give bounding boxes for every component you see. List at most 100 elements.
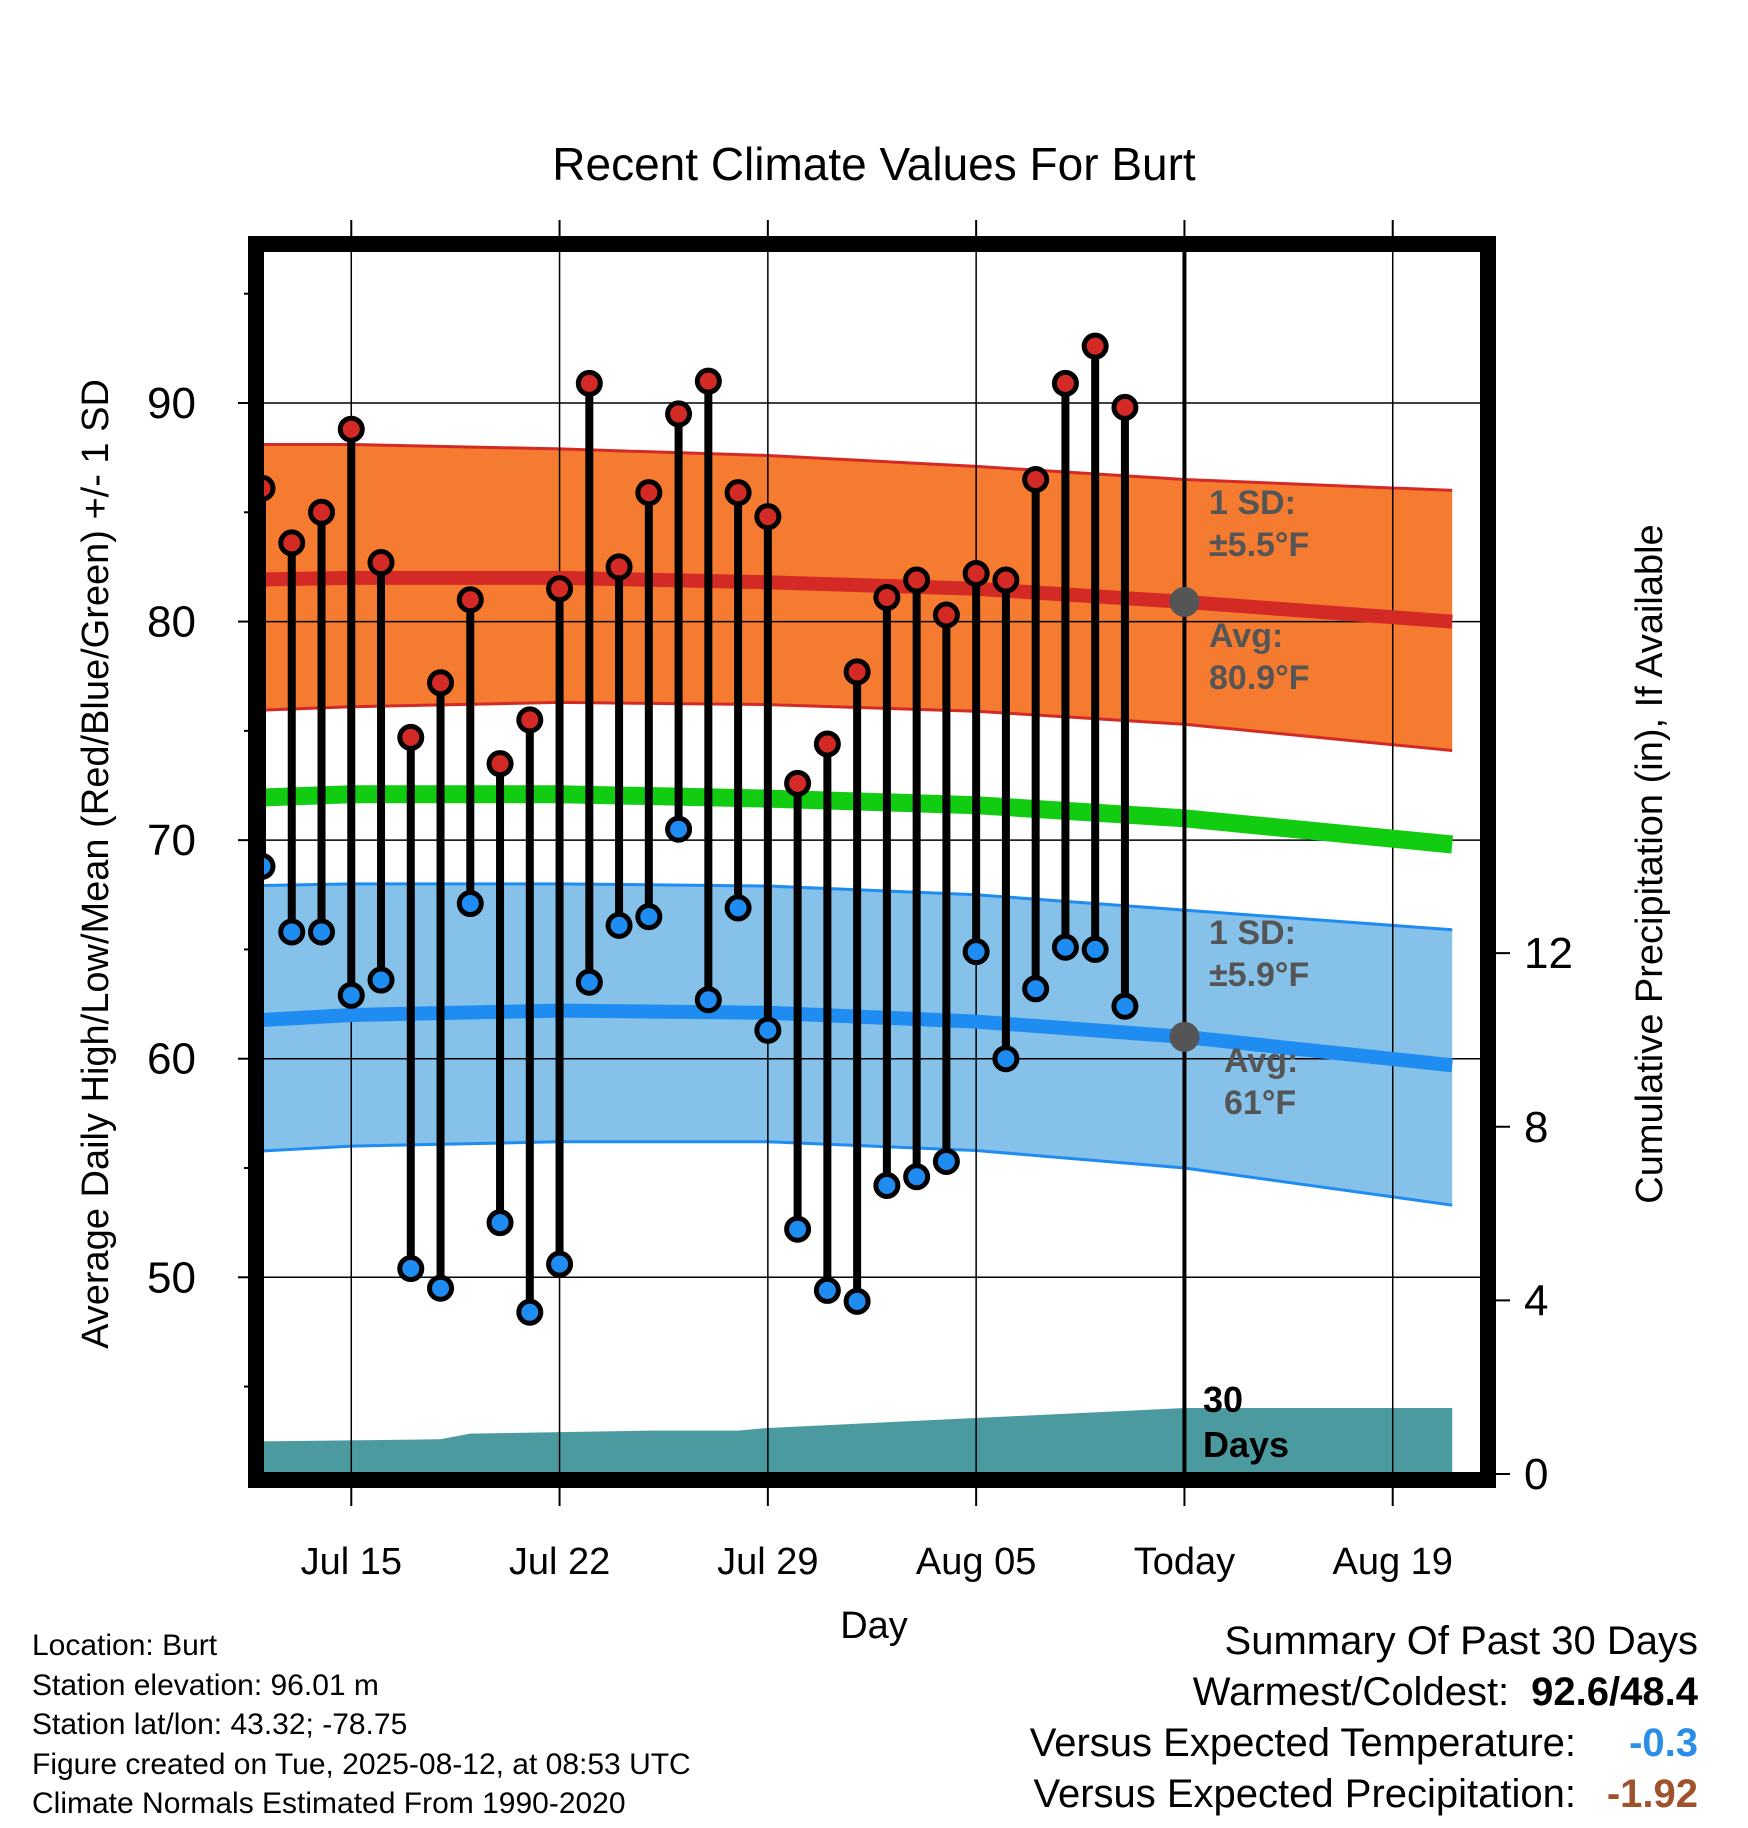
daily-high-point bbox=[1111, 393, 1139, 421]
daily-low-point bbox=[635, 903, 663, 931]
high-avg-label: Avg: bbox=[1209, 617, 1283, 655]
high-sd-label: 1 SD: bbox=[1209, 484, 1296, 522]
daily-low-point bbox=[932, 1147, 960, 1175]
daily-low-point bbox=[665, 815, 693, 843]
temp-label: Versus Expected Temperature: bbox=[1029, 1721, 1576, 1765]
warm-cold-value: 92.6/48.4 bbox=[1531, 1670, 1698, 1714]
daily-high-point bbox=[635, 479, 663, 507]
daily-high-point bbox=[962, 559, 990, 587]
daily-low-point bbox=[367, 966, 395, 994]
daily-low-point bbox=[694, 986, 722, 1014]
summary-precip: Versus Expected Precipitation: -1.92 bbox=[1030, 1769, 1698, 1820]
daily-low-point bbox=[1111, 992, 1139, 1020]
y2-tick-label: 0 bbox=[1524, 1450, 1548, 1499]
daily-high-point bbox=[367, 549, 395, 577]
daily-low-point bbox=[262, 852, 276, 880]
summary-panel: Summary Of Past 30 Days Warmest/Coldest:… bbox=[1030, 1616, 1698, 1820]
days-count-label: 30 bbox=[1203, 1379, 1243, 1420]
daily-high-point bbox=[397, 723, 425, 751]
daily-high-point bbox=[308, 498, 336, 526]
daily-high-point bbox=[278, 529, 306, 557]
daily-low-point bbox=[456, 890, 484, 918]
daily-high-point bbox=[843, 658, 871, 686]
daily-low-point bbox=[784, 1215, 812, 1243]
daily-low-point bbox=[754, 1016, 782, 1044]
y-tick-label: 80 bbox=[147, 598, 196, 647]
axes: 50 60 70 80 90 0 4 8 12 Jul 15 Jul 22 Jul 29 Aug 05 T… bbox=[147, 220, 1573, 1583]
daily-low-point bbox=[962, 938, 990, 966]
y2-tick-label: 8 bbox=[1524, 1103, 1548, 1152]
daily-high-point bbox=[665, 400, 693, 428]
daily-high-point bbox=[1022, 466, 1050, 493]
daily-high-point bbox=[903, 566, 931, 594]
daily-low-point bbox=[278, 918, 306, 946]
today-low-avg-marker bbox=[1169, 1021, 1200, 1052]
daily-low-point bbox=[516, 1298, 544, 1326]
daily-low-point bbox=[427, 1274, 455, 1302]
daily-high-point bbox=[605, 553, 633, 581]
daily-low-point bbox=[992, 1045, 1020, 1073]
daily-low-point bbox=[337, 981, 365, 1009]
y-tick-label: 50 bbox=[147, 1253, 196, 1302]
y2-tick-label: 12 bbox=[1524, 929, 1573, 978]
summary-heading: Summary Of Past 30 Days bbox=[1224, 1619, 1698, 1663]
daily-high-point bbox=[337, 415, 365, 443]
station-info: Location: Burt Station elevation: 96.01 … bbox=[32, 1626, 691, 1824]
daily-low-point bbox=[546, 1250, 574, 1278]
today-high-avg-marker bbox=[1169, 586, 1200, 617]
daily-high-point bbox=[456, 586, 484, 614]
x-tick-label: Aug 19 bbox=[1333, 1541, 1453, 1583]
daily-low-point bbox=[724, 894, 752, 922]
daily-high-point bbox=[516, 706, 544, 734]
daily-high-point bbox=[784, 769, 812, 797]
high-sd-value: ±5.5°F bbox=[1209, 526, 1309, 564]
daily-low-point bbox=[1081, 935, 1109, 963]
daily-high-point bbox=[575, 369, 603, 397]
x-axis-title: Day bbox=[840, 1605, 908, 1647]
daily-high-point bbox=[486, 750, 514, 778]
info-created: Figure created on Tue, 2025-08-12, at 08… bbox=[32, 1747, 691, 1781]
daily-low-point bbox=[1022, 975, 1050, 1003]
low-sd-label: 1 SD: bbox=[1209, 914, 1296, 952]
daily-low-point bbox=[308, 918, 336, 946]
low-avg-value: 61°F bbox=[1224, 1084, 1296, 1122]
daily-low-point bbox=[873, 1171, 901, 1199]
daily-high-point bbox=[427, 669, 455, 697]
daily-low-point bbox=[575, 968, 603, 996]
daily-low-point bbox=[813, 1276, 841, 1304]
daily-high-point bbox=[262, 474, 276, 502]
daily-high-point bbox=[754, 503, 782, 531]
low-sd-value: ±5.9°F bbox=[1209, 956, 1309, 994]
daily-high-point bbox=[724, 479, 752, 507]
daily-low-point bbox=[486, 1209, 514, 1237]
y-tick-label: 90 bbox=[147, 379, 196, 428]
daily-high-point bbox=[546, 575, 574, 603]
warm-cold-label: Warmest/Coldest: bbox=[1192, 1670, 1510, 1714]
info-location: Location: Burt bbox=[32, 1629, 218, 1662]
precip-label: Versus Expected Precipitation: bbox=[1033, 1772, 1576, 1816]
daily-high-point bbox=[813, 730, 841, 758]
days-word-label: Days bbox=[1203, 1424, 1289, 1465]
mean-avg-line bbox=[262, 785, 1454, 854]
low-avg-label: Avg: bbox=[1224, 1042, 1298, 1080]
plot-area: 1 SD: ±5.5°F Avg: 80.9°F 1 SD: ±5.9°F Avg: 61°F… bbox=[262, 250, 1482, 1474]
summary-temp: Versus Expected Temperature: -0.3 bbox=[1030, 1718, 1698, 1769]
y2-axis-title: Cumulative Precipitation (in), If Availa… bbox=[1629, 524, 1671, 1203]
temp-value: -0.3 bbox=[1629, 1721, 1698, 1765]
daily-low-point bbox=[605, 911, 633, 939]
daily-high-point bbox=[932, 601, 960, 629]
daily-low-point bbox=[397, 1255, 425, 1283]
x-tick-label: Today bbox=[1134, 1541, 1235, 1583]
summary-warm-cold: Warmest/Coldest: 92.6/48.4 bbox=[1030, 1667, 1698, 1718]
y-tick-label: 70 bbox=[147, 816, 196, 865]
high-avg-value: 80.9°F bbox=[1209, 659, 1310, 697]
x-tick-label: Jul 15 bbox=[301, 1541, 402, 1583]
y2-tick-label: 4 bbox=[1524, 1276, 1548, 1325]
y-axis-title: Average Daily High/Low/Mean (Red/Blue/Gr… bbox=[75, 379, 117, 1349]
axis-labels: Average Daily High/Low/Mean (Red/Blue/Gr… bbox=[75, 379, 1671, 1647]
x-tick-label: Jul 22 bbox=[509, 1541, 610, 1583]
daily-low-point bbox=[1051, 933, 1079, 961]
daily-low-point bbox=[843, 1287, 871, 1315]
daily-high-point bbox=[1051, 369, 1079, 397]
